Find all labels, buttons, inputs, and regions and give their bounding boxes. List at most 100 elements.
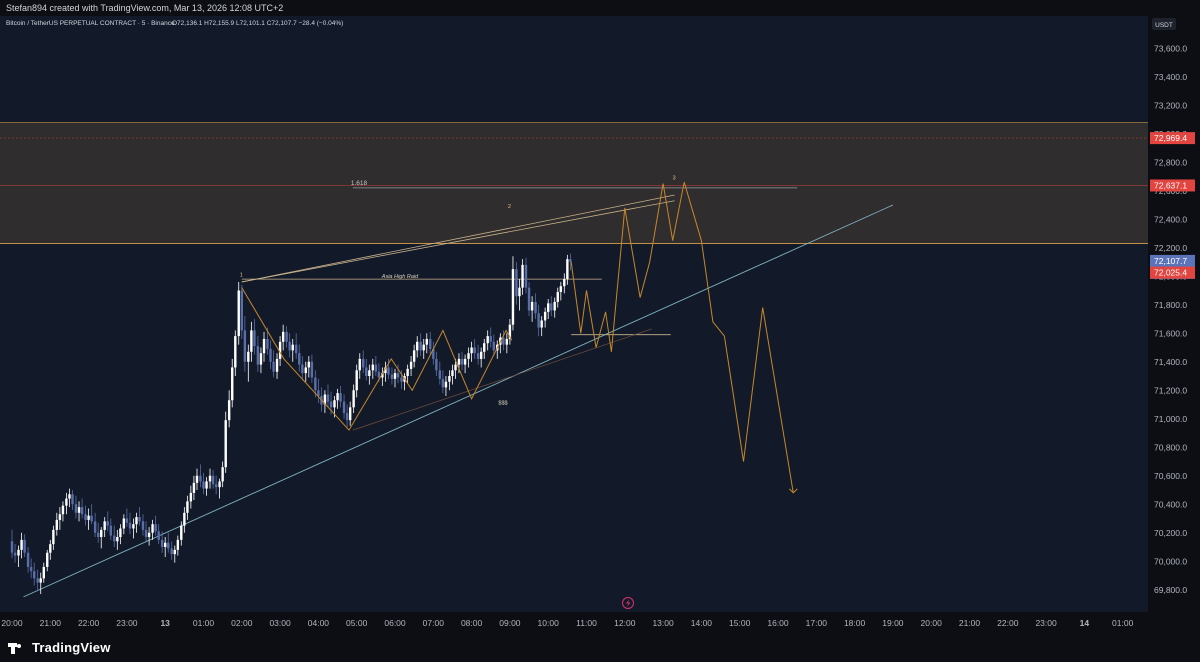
price-tick-label: 70,400.0 [1154,499,1187,509]
candle-body [285,331,288,342]
candle-body [180,525,183,540]
currency-label: USDT [1155,22,1173,29]
candle-body [224,420,227,468]
candle-body [247,351,250,362]
time-tick-label: 09:00 [499,618,521,628]
candle-body [272,361,275,372]
price-labels: 72,969.472,637.172,107.701:4272,025.4 [1150,132,1195,279]
wave-label: 2 [508,204,511,210]
candle-body [157,531,160,540]
candle-body [205,481,208,489]
price-tick-label: 72,200.0 [1154,243,1187,253]
candle-body [80,507,84,515]
price-tick-label: 71,000.0 [1154,414,1187,424]
candle-body [262,338,266,354]
candle-body [13,552,17,556]
candle-body [84,514,87,520]
candlestick-chart[interactable]: Bitcoin / TetherUS PERPETUAL CONTRACT · … [0,16,1200,636]
candle-body [221,467,224,482]
price-tick-label: 70,600.0 [1154,471,1187,481]
time-tick-label: 21:00 [40,618,62,628]
price-tick-label: 72,400.0 [1154,214,1187,224]
time-tick-label: 13:00 [652,618,674,628]
candle-body [317,390,320,396]
candle-body [106,521,109,526]
candle-body [250,330,253,352]
candle-body [231,367,234,401]
candle-body [227,400,231,421]
candle-body [237,290,240,337]
candle-body [77,507,81,513]
candle-body [170,548,173,555]
wedge-line [241,194,675,283]
candle-body [278,341,282,359]
candle-body [58,514,62,520]
candle-body [17,549,20,556]
price-tick-label: 71,600.0 [1154,328,1187,338]
candle-body [502,337,505,345]
currency-badge[interactable] [1152,18,1176,30]
time-tick-label: 10:00 [538,618,560,628]
flash-icon[interactable] [622,597,634,609]
candle-body [345,413,349,421]
projected-path [570,182,794,493]
candle-body [281,331,285,342]
candle-body [323,394,327,405]
candle-body [527,287,531,311]
time-axis-ticks: 20:00 21:00 22:00 23:00 13 01:00 02:00 03:00 04:… [1,618,1133,628]
candle-body [396,373,400,378]
ohlc-legend: O72,136.1 H72,155.9 L72,101.1 C72,107.7 … [172,20,343,27]
candle-body [173,549,176,555]
fib-label: 1.618 [351,180,368,187]
candle-body [412,350,416,362]
time-tick-label: 15:00 [729,618,751,628]
candle-body [355,370,358,391]
candle-body [253,330,256,347]
candle-body [521,264,524,288]
time-tick-label: 21:00 [959,618,981,628]
candle-body [116,537,119,542]
footer-bar: TradingView [0,636,1200,662]
candle-body [202,481,205,489]
candle-body [291,344,294,351]
candle-body [489,336,492,342]
candle-body [393,373,397,379]
candle-body [358,358,361,371]
candle-body [310,361,314,378]
candle-body [559,286,563,292]
supply-zone [0,121,1148,244]
candle-body [460,358,464,365]
candle-body [259,353,263,365]
time-tick-label: 08:00 [461,618,483,628]
candle-body [103,521,106,530]
time-axis[interactable] [0,612,1148,636]
candle-body [326,394,330,402]
tradingview-logo[interactable]: TradingView [8,640,111,655]
candle-body [463,358,467,365]
candle-body [508,324,512,339]
candle-body [505,338,509,345]
candle-body [195,475,199,483]
candle-body [132,524,135,529]
liquidity-line [352,328,652,431]
candle-body [365,367,368,376]
candle-body [167,542,170,549]
time-tick-label: 06:00 [384,618,406,628]
price-tick-label: 70,800.0 [1154,442,1187,452]
price-axis[interactable] [1148,16,1200,636]
candle-body [96,532,100,538]
candle-body [470,347,473,354]
candle-body [438,370,442,379]
candle-body [128,522,132,529]
candle-body [448,376,451,382]
candle-body [68,494,71,499]
candle-body [74,504,78,513]
time-tick-label: 03:00 [269,618,291,628]
candle-body [218,481,221,488]
candle-body [208,475,212,482]
candle-body [515,269,518,297]
chart-area[interactable]: Bitcoin / TetherUS PERPETUAL CONTRACT · … [0,16,1200,636]
price-tick-label: 71,800.0 [1154,300,1187,310]
candle-body [556,291,559,302]
candle-body [441,378,445,388]
